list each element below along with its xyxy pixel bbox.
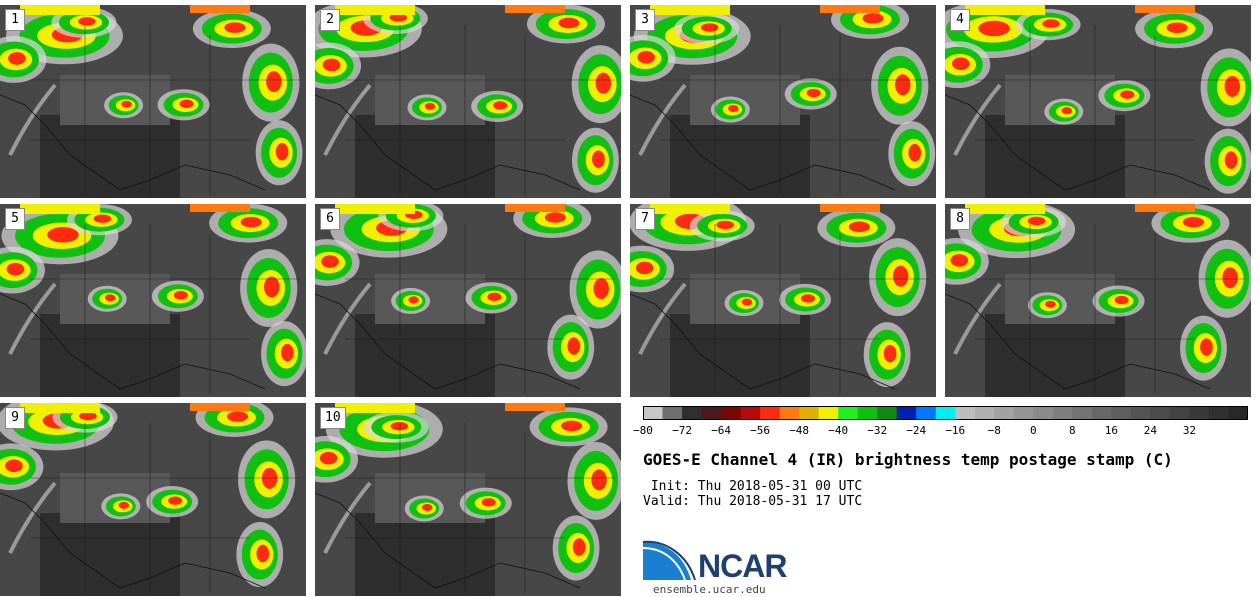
satellite-panel: 10 [315, 403, 621, 596]
colorbar-swatch [1072, 406, 1093, 420]
satellite-image [630, 204, 936, 397]
site-url: ensemble.ucar.edu [653, 583, 766, 596]
colorbar-swatch [1052, 406, 1073, 420]
colorbar-tick-label: −72 [672, 424, 692, 437]
satellite-image [945, 204, 1251, 397]
colorbar-swatch [799, 406, 820, 420]
colorbar-tick-label: 0 [1030, 424, 1037, 437]
colorbar-tick-label: −80 [633, 424, 653, 437]
colorbar-tick-label: 32 [1182, 424, 1197, 437]
colorbar-swatch [1228, 406, 1249, 420]
colorbar-swatch [857, 406, 878, 420]
panel-number: 5 [5, 208, 25, 230]
colorbar-swatch [1033, 406, 1054, 420]
colorbar-swatch [955, 406, 976, 420]
panel-number: 1 [5, 9, 25, 31]
satellite-panel: 6 [315, 204, 621, 397]
colorbar-tick-label: −64 [711, 424, 731, 437]
logo-text: NCAR [698, 548, 787, 584]
colorbar-swatch [662, 406, 683, 420]
colorbar-swatch [701, 406, 722, 420]
init-time: Init: Thu 2018-05-31 00 UTC [643, 479, 863, 494]
colorbar-swatch [818, 406, 839, 420]
panel-number: 10 [320, 407, 346, 429]
satellite-panel: 7 [630, 204, 936, 397]
satellite-panel: 2 [315, 5, 621, 198]
satellite-image [0, 204, 306, 397]
satellite-panel: 9 [0, 403, 306, 596]
satellite-panel: 1 [0, 5, 306, 198]
satellite-panel: 4 [945, 5, 1251, 198]
satellite-image [315, 5, 621, 198]
satellite-image [0, 403, 306, 596]
colorbar-tick-label: −56 [750, 424, 771, 437]
colorbar-swatch [1130, 406, 1151, 420]
colorbar-swatch [935, 406, 956, 420]
colorbar-swatch [896, 406, 917, 420]
colorbar-tick-label: 8 [1069, 424, 1076, 437]
figure-title: GOES-E Channel 4 (IR) brightness temp po… [643, 450, 1173, 469]
colorbar-swatch [994, 406, 1015, 420]
satellite-image [315, 403, 621, 596]
satellite-image [315, 204, 621, 397]
colorbar-swatch [779, 406, 800, 420]
colorbar-swatch [916, 406, 937, 420]
colorbar-swatch [838, 406, 859, 420]
colorbar-tick-label: 24 [1143, 424, 1158, 437]
colorbar-tick-label: −16 [945, 424, 966, 437]
colorbar-swatch [877, 406, 898, 420]
colorbar-tick-label: −24 [906, 424, 927, 437]
panel-number: 4 [950, 9, 970, 31]
colorbar-swatch [1091, 406, 1112, 420]
satellite-image [630, 5, 936, 198]
colorbar-tick-label: 16 [1104, 424, 1118, 437]
satellite-image [945, 5, 1251, 198]
panel-number: 8 [950, 208, 970, 230]
colorbar-swatch [1169, 406, 1190, 420]
colorbar-swatch [682, 406, 703, 420]
satellite-image [0, 5, 306, 198]
colorbar-swatch [1189, 406, 1210, 420]
colorbar-swatch [1013, 406, 1034, 420]
panel-number: 9 [5, 407, 25, 429]
colorbar-tick-label: −32 [867, 424, 888, 437]
colorbar-tick-label: −8 [987, 424, 1001, 437]
colorbar-swatch [643, 406, 664, 420]
ncar-logo-icon [643, 540, 696, 581]
colorbar-swatch [740, 406, 761, 420]
panel-number: 7 [635, 208, 655, 230]
satellite-panel: 5 [0, 204, 306, 397]
colorbar-swatch [974, 406, 995, 420]
satellite-panel: 3 [630, 5, 936, 198]
panel-number: 3 [635, 9, 655, 31]
colorbar-swatch [721, 406, 742, 420]
colorbar-swatch [1150, 406, 1171, 420]
colorbar-swatch [760, 406, 781, 420]
colorbar-swatch [1111, 406, 1132, 420]
colorbar-tick-label: −40 [828, 424, 849, 437]
colorbar [643, 405, 1249, 420]
valid-time: Valid: Thu 2018-05-31 17 UTC [643, 494, 863, 509]
colorbar-swatch [1208, 406, 1229, 420]
colorbar-tick-label: −48 [789, 424, 810, 437]
satellite-panel: 8 [945, 204, 1251, 397]
panel-number: 2 [320, 9, 340, 31]
panel-number: 6 [320, 208, 340, 230]
